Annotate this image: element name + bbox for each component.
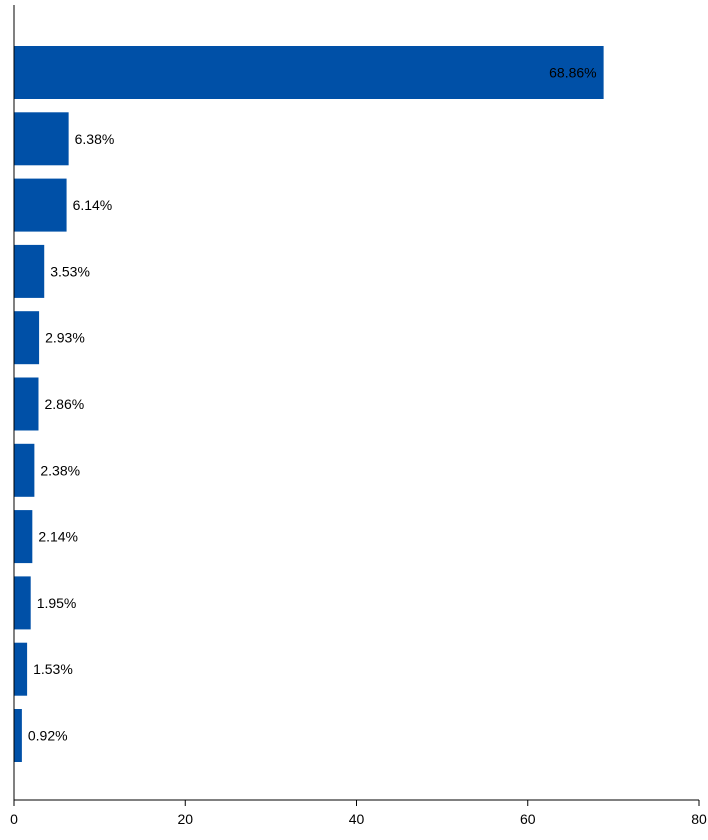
data-label-5: 2.86% — [44, 396, 84, 412]
data-label-9: 1.53% — [33, 661, 73, 677]
bar-0 — [14, 46, 604, 99]
bars-layer — [14, 46, 604, 762]
bar-5 — [14, 377, 39, 431]
bar-2 — [14, 178, 67, 232]
bar-9 — [14, 642, 28, 696]
data-label-2: 6.14% — [73, 197, 113, 213]
data-label-3: 3.53% — [50, 263, 90, 279]
data-label-0: 68.86% — [549, 65, 596, 81]
data-labels-layer: 68.86% 6.38% 6.14% 3.53% 2.93% 2.86% 2.38% 2.14… — [28, 65, 597, 744]
data-label-1: 6.38% — [75, 131, 115, 147]
axes-layer: 0 20 40 60 80 — [10, 5, 707, 827]
x-tick-label-0: 0 — [10, 811, 18, 827]
x-tick-label-3: 60 — [520, 811, 536, 827]
x-tick-label-2: 40 — [349, 811, 365, 827]
data-label-10: 0.92% — [28, 728, 68, 744]
data-label-6: 2.38% — [40, 462, 80, 478]
bar-1 — [14, 112, 69, 166]
data-label-8: 1.95% — [37, 595, 77, 611]
x-tick-label-4: 80 — [691, 811, 707, 827]
x-tick-label-1: 20 — [177, 811, 193, 827]
bar-4 — [14, 311, 40, 365]
bar-8 — [14, 576, 31, 630]
data-label-7: 2.14% — [38, 529, 78, 545]
bar-6 — [14, 443, 35, 497]
bar-7 — [14, 510, 33, 564]
data-label-4: 2.93% — [45, 330, 85, 346]
bar-10 — [14, 709, 22, 762]
bar-3 — [14, 244, 45, 298]
